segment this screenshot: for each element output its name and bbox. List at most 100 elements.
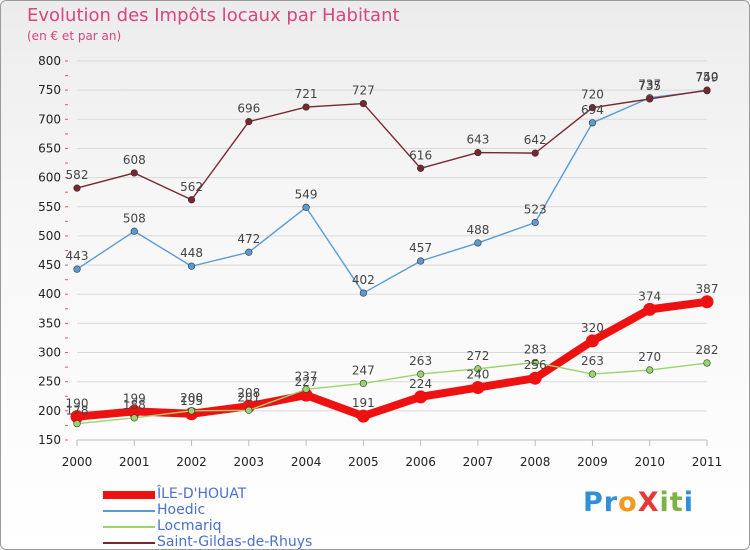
data-label: 749: [696, 71, 719, 85]
y-tick-label: 150: [38, 433, 61, 447]
y-tick-label: 200: [38, 404, 61, 418]
data-label: 263: [409, 354, 432, 368]
data-point: [414, 390, 428, 404]
data-point: [356, 409, 370, 423]
data-label: 549: [295, 187, 318, 201]
logo-letter: i: [683, 487, 694, 518]
logo-letter: r: [603, 487, 619, 518]
data-point: [359, 289, 367, 297]
data-point: [127, 404, 141, 418]
data-point: [700, 295, 714, 309]
data-point: [187, 407, 196, 415]
chart-title: Evolution des Impôts locaux par Habitant: [27, 5, 400, 26]
legend-label: Locmariq: [157, 518, 222, 534]
data-point: [302, 103, 310, 111]
data-label: 472: [237, 232, 260, 246]
data-point: [130, 227, 138, 235]
data-point: [70, 410, 84, 424]
data-point: [588, 104, 597, 112]
data-point: [585, 334, 599, 348]
data-label: 201: [237, 390, 260, 404]
data-point: [474, 239, 482, 247]
logo-letter: t: [669, 487, 684, 518]
data-point: [302, 385, 310, 393]
data-label: 443: [66, 249, 89, 263]
data-point: [474, 365, 482, 373]
data-label: 256: [524, 358, 547, 372]
data-point: [130, 414, 138, 422]
y-tick-label: 500: [38, 229, 61, 243]
data-point: [245, 248, 253, 256]
data-point: [73, 420, 81, 428]
y-tick-label: 700: [38, 112, 61, 126]
grid-lines: [77, 60, 707, 441]
data-label: 237: [295, 369, 318, 383]
logo-letter: P: [583, 487, 604, 518]
legend-swatch-ile-dhouat: [103, 491, 155, 499]
data-label: 562: [180, 180, 203, 194]
data-label: 227: [295, 375, 318, 389]
data-label: 721: [295, 87, 318, 101]
data-label: 448: [180, 246, 203, 260]
data-label: 720: [581, 88, 604, 102]
data-label: 735: [638, 79, 661, 93]
data-label: 191: [352, 396, 375, 410]
data-label: 263: [581, 354, 604, 368]
x-tick-label: 2002: [176, 455, 207, 469]
data-label: 282: [696, 343, 719, 357]
data-point: [245, 406, 253, 414]
y-tick-label: 250: [38, 375, 61, 389]
x-tick-label: 2005: [348, 455, 379, 469]
data-point: [588, 370, 597, 378]
data-point: [703, 86, 711, 94]
x-tick-label: 2004: [291, 455, 322, 469]
legend-label: ÎLE-D'HOUAT: [157, 486, 247, 502]
data-point: [474, 148, 482, 157]
legend-label: Hoedic: [157, 502, 206, 518]
series-line-3: [76, 89, 708, 201]
data-point: [588, 119, 597, 127]
series-line-2: [76, 361, 708, 425]
data-label: 178: [66, 404, 89, 418]
y-tick-label: 650: [38, 141, 61, 155]
data-label: 283: [524, 342, 547, 356]
data-label: 616: [409, 148, 432, 162]
data-label: 523: [524, 203, 547, 217]
data-label: 696: [237, 102, 260, 116]
data-point: [417, 257, 425, 265]
x-tick-label: 2001: [119, 455, 150, 469]
data-point: [417, 370, 425, 378]
series-line-0: [76, 297, 708, 421]
data-label: 750: [696, 70, 719, 84]
data-label: 508: [123, 211, 146, 225]
data-label: 190: [66, 397, 89, 411]
logo-letter: o: [618, 487, 638, 518]
data-label: 224: [409, 377, 432, 391]
data-point: [359, 379, 367, 388]
data-label: 402: [352, 273, 375, 287]
data-label: 642: [524, 133, 547, 147]
x-tick-label: 2007: [463, 455, 494, 469]
data-label: 488: [466, 223, 489, 237]
data-point: [130, 169, 138, 177]
data-label: 188: [123, 398, 146, 412]
data-point: [73, 265, 81, 273]
axes: 150 200 250 300 350 400 450 500 550 600 650 700 750 8…: [38, 54, 722, 469]
x-tick-label: 2009: [577, 455, 608, 469]
data-label: 582: [66, 168, 89, 182]
data-point: [187, 196, 196, 204]
series-layer: [70, 86, 714, 428]
y-tick-label: 750: [38, 83, 61, 97]
data-point: [531, 218, 539, 227]
data-label: 272: [466, 349, 489, 363]
y-tick-label: 350: [38, 316, 61, 330]
y-tick-label: 550: [38, 200, 61, 214]
data-point: [417, 164, 425, 172]
x-tick-label: 2011: [692, 455, 723, 469]
data-label: 387: [696, 282, 719, 296]
series-line-1: [76, 90, 708, 294]
data-point: [471, 381, 485, 395]
data-point: [531, 149, 539, 157]
data-point: [302, 203, 310, 211]
